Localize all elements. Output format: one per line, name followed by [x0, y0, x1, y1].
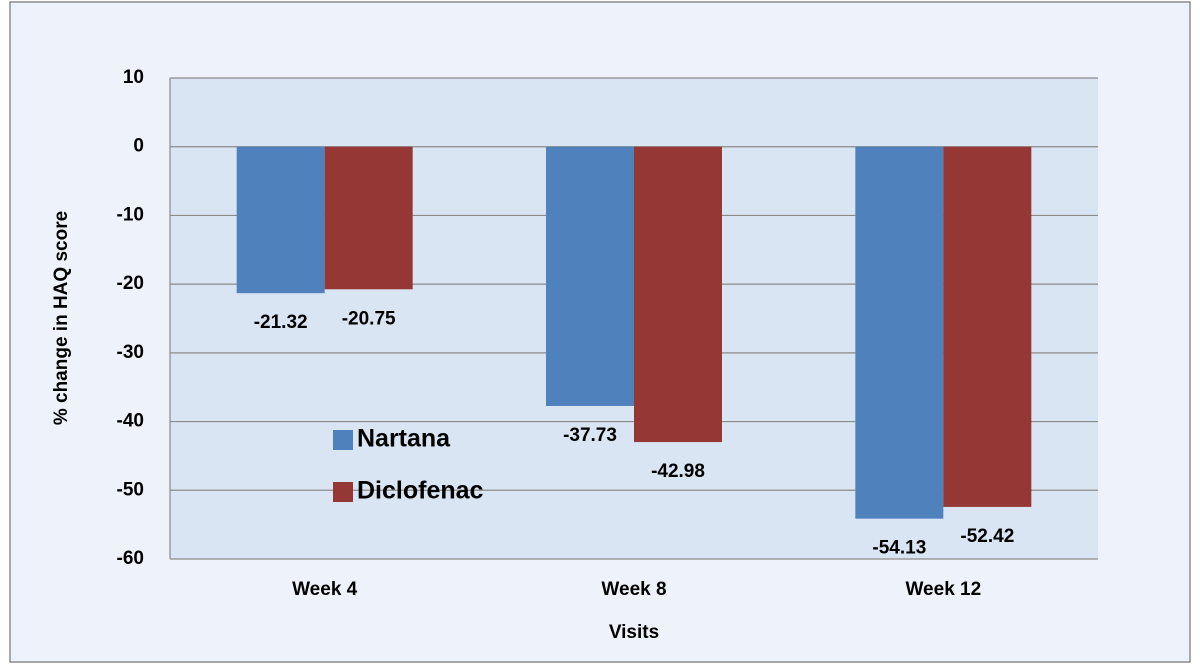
y-tick-label: -50 [117, 479, 144, 500]
x-tick-label: Week 12 [905, 579, 981, 600]
x-axis-title: Visits [609, 622, 659, 643]
bar [855, 146, 944, 519]
legend-swatch [333, 482, 353, 502]
bar [546, 146, 634, 406]
y-tick-label: -40 [117, 411, 144, 432]
x-tick-label: Week 4 [292, 579, 358, 600]
value-label: -37.73 [563, 425, 617, 446]
legend-swatch [333, 430, 353, 450]
bar [943, 146, 1032, 507]
y-tick-label: -60 [117, 548, 144, 569]
value-label: -54.13 [872, 538, 926, 559]
value-label: -21.32 [254, 312, 308, 333]
y-tick-label: 0 [133, 136, 144, 157]
y-axis-title: % change in HAQ score [51, 211, 72, 425]
y-tick-label: -20 [117, 273, 144, 294]
value-label: -20.75 [342, 308, 396, 329]
bar [634, 146, 722, 443]
y-tick-label: -30 [117, 342, 144, 363]
legend-label: Nartana [357, 425, 451, 453]
bar [324, 146, 413, 290]
bar [236, 146, 325, 294]
legend-label: Diclofenac [357, 477, 484, 505]
value-label: -42.98 [651, 461, 705, 482]
y-tick-label: -10 [117, 204, 144, 225]
y-tick-label: 10 [123, 67, 144, 88]
x-tick-label: Week 8 [601, 579, 666, 600]
value-label: -52.42 [960, 526, 1014, 547]
